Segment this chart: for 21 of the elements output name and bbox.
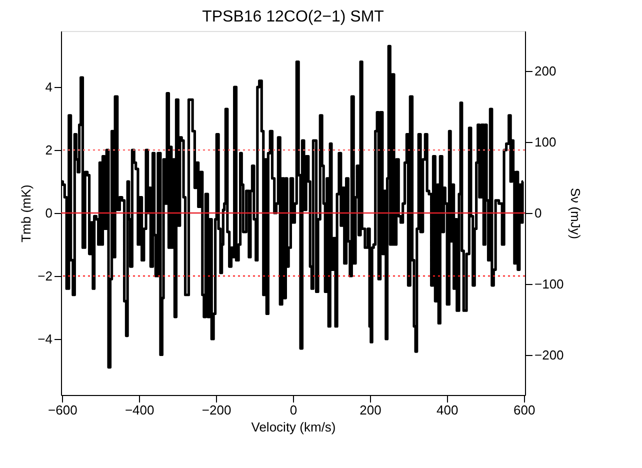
- x-axis-title: Velocity (km/s): [251, 420, 336, 434]
- y2-tick-label: 0: [534, 206, 542, 220]
- y2-tick-label: −200: [534, 348, 564, 363]
- x-tick-label: 400: [436, 402, 458, 418]
- x-tick-label: 0: [290, 402, 298, 418]
- y-tick-label: −2: [38, 268, 52, 284]
- y-tick-label: −4: [38, 331, 52, 346]
- y2-tick-label: 100: [534, 134, 556, 150]
- y-tick-label: 0: [45, 206, 52, 220]
- y-tick-label: 4: [45, 80, 52, 95]
- y2-tick-label: −100: [534, 276, 564, 292]
- y2-axis-title: Sν (mJy): [568, 188, 583, 240]
- y-tick-label: 2: [45, 142, 52, 158]
- x-tick-label: −400: [124, 402, 154, 418]
- x-tick-label: 600: [513, 402, 536, 418]
- x-tick-label: −600: [48, 402, 78, 418]
- y-axis-title: Tmb (mK): [18, 184, 34, 242]
- y2-tick-label: 200: [534, 63, 556, 78]
- x-tick-label: −200: [202, 402, 232, 418]
- x-tick-label: 200: [360, 402, 382, 418]
- chart-title: TPSB16 12CO(2−1) SMT: [202, 8, 384, 26]
